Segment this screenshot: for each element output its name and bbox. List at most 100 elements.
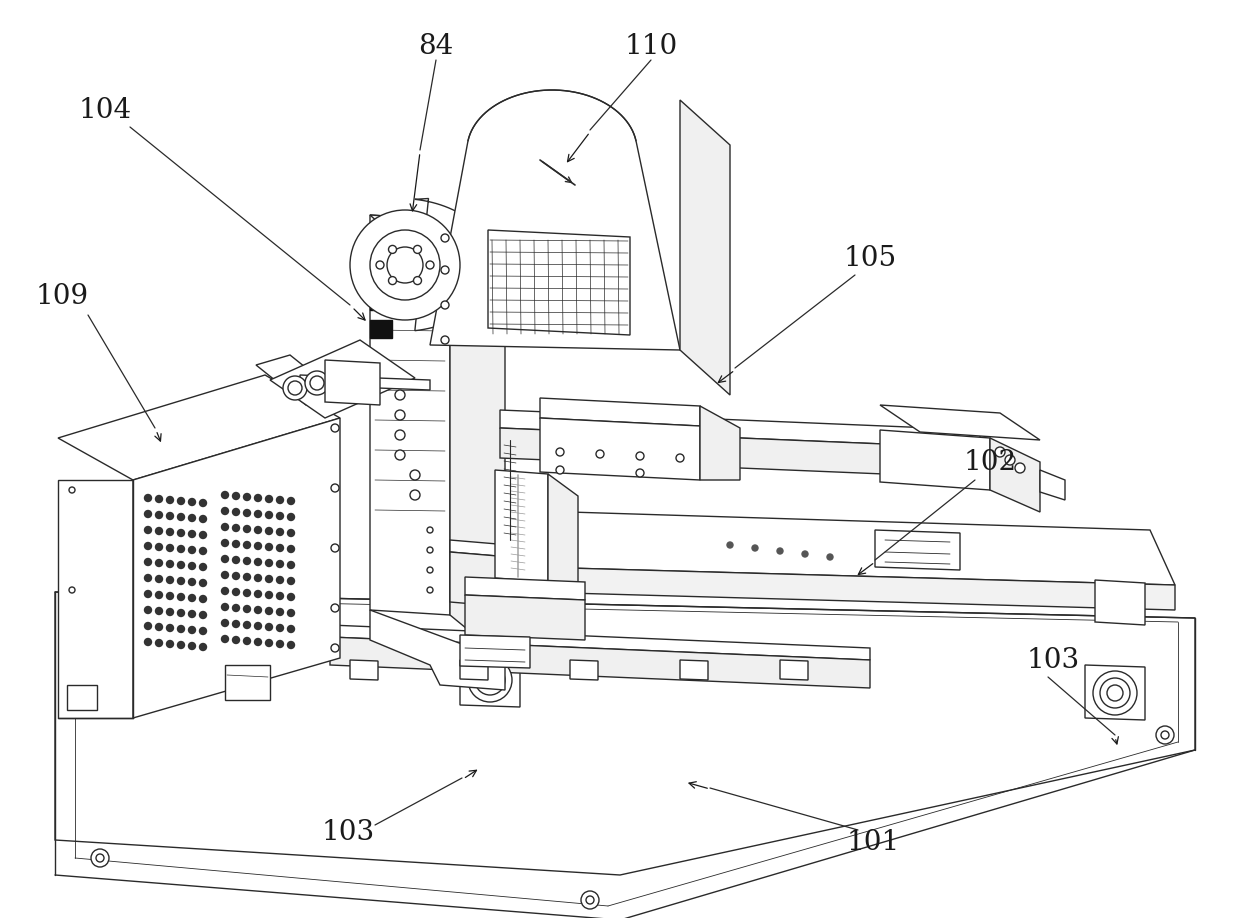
Circle shape (166, 512, 173, 520)
Circle shape (427, 527, 432, 533)
Circle shape (370, 230, 440, 300)
Circle shape (265, 511, 273, 519)
Circle shape (395, 410, 405, 420)
Polygon shape (1040, 470, 1066, 500)
Circle shape (222, 508, 228, 514)
Circle shape (188, 514, 196, 521)
Polygon shape (270, 340, 415, 418)
Circle shape (244, 637, 250, 644)
Circle shape (802, 551, 808, 557)
Polygon shape (880, 405, 1040, 440)
Circle shape (199, 611, 207, 619)
Text: 103: 103 (321, 820, 374, 846)
Circle shape (427, 547, 432, 553)
Circle shape (145, 510, 151, 518)
Circle shape (276, 497, 284, 503)
Circle shape (244, 494, 250, 500)
Circle shape (331, 644, 339, 652)
Polygon shape (58, 480, 133, 718)
Circle shape (244, 557, 250, 565)
Circle shape (636, 469, 644, 477)
Circle shape (636, 452, 644, 460)
Circle shape (581, 891, 598, 909)
Polygon shape (460, 652, 520, 707)
Polygon shape (488, 230, 629, 335)
Polygon shape (548, 474, 579, 604)
Polygon shape (700, 406, 740, 480)
Text: 105: 105 (844, 244, 897, 272)
Text: 103: 103 (1026, 646, 1079, 674)
Circle shape (156, 591, 162, 599)
Circle shape (188, 610, 196, 618)
Circle shape (427, 587, 432, 593)
Circle shape (265, 543, 273, 551)
Circle shape (177, 610, 185, 617)
Circle shape (166, 641, 173, 647)
Polygon shape (540, 418, 700, 480)
Polygon shape (330, 625, 870, 660)
Polygon shape (460, 660, 488, 680)
Circle shape (145, 543, 151, 550)
Circle shape (752, 545, 758, 551)
Circle shape (1100, 678, 1130, 708)
Circle shape (145, 527, 151, 533)
Polygon shape (430, 90, 680, 350)
Circle shape (556, 466, 564, 474)
Circle shape (222, 588, 228, 595)
Circle shape (265, 559, 273, 566)
Circle shape (156, 543, 162, 551)
Circle shape (188, 626, 196, 633)
Circle shape (145, 639, 151, 645)
Polygon shape (501, 410, 980, 448)
Circle shape (287, 610, 295, 617)
Polygon shape (450, 220, 506, 660)
Circle shape (233, 541, 239, 547)
Circle shape (777, 548, 783, 554)
Circle shape (276, 529, 284, 535)
Circle shape (69, 687, 76, 693)
Circle shape (145, 590, 151, 598)
Circle shape (188, 498, 196, 506)
Polygon shape (370, 610, 506, 690)
Circle shape (395, 430, 405, 440)
Circle shape (177, 594, 185, 600)
Circle shape (199, 596, 207, 602)
Circle shape (414, 276, 421, 285)
Circle shape (265, 591, 273, 599)
Circle shape (414, 245, 421, 253)
Circle shape (254, 558, 261, 565)
Polygon shape (680, 100, 730, 395)
Circle shape (676, 454, 684, 462)
Circle shape (222, 635, 228, 643)
Circle shape (188, 578, 196, 586)
Text: 104: 104 (78, 96, 131, 124)
Polygon shape (300, 375, 430, 390)
Polygon shape (58, 375, 339, 480)
Circle shape (556, 448, 564, 456)
Circle shape (410, 470, 420, 480)
Circle shape (254, 622, 261, 630)
Circle shape (332, 371, 346, 385)
Polygon shape (540, 398, 700, 426)
Circle shape (66, 596, 84, 614)
Circle shape (177, 625, 185, 633)
Circle shape (596, 450, 603, 458)
Circle shape (188, 531, 196, 538)
Text: 101: 101 (846, 830, 900, 856)
Circle shape (265, 528, 273, 534)
Circle shape (188, 595, 196, 601)
Polygon shape (256, 355, 339, 405)
Circle shape (156, 576, 162, 583)
Circle shape (156, 496, 162, 502)
Circle shape (233, 621, 239, 628)
Circle shape (995, 447, 1005, 457)
Circle shape (145, 575, 151, 581)
Circle shape (727, 542, 733, 548)
Text: 84: 84 (419, 32, 453, 60)
Circle shape (166, 544, 173, 552)
Circle shape (222, 603, 228, 610)
Circle shape (233, 604, 239, 611)
Circle shape (331, 544, 339, 552)
Circle shape (156, 511, 162, 519)
Circle shape (166, 529, 173, 535)
